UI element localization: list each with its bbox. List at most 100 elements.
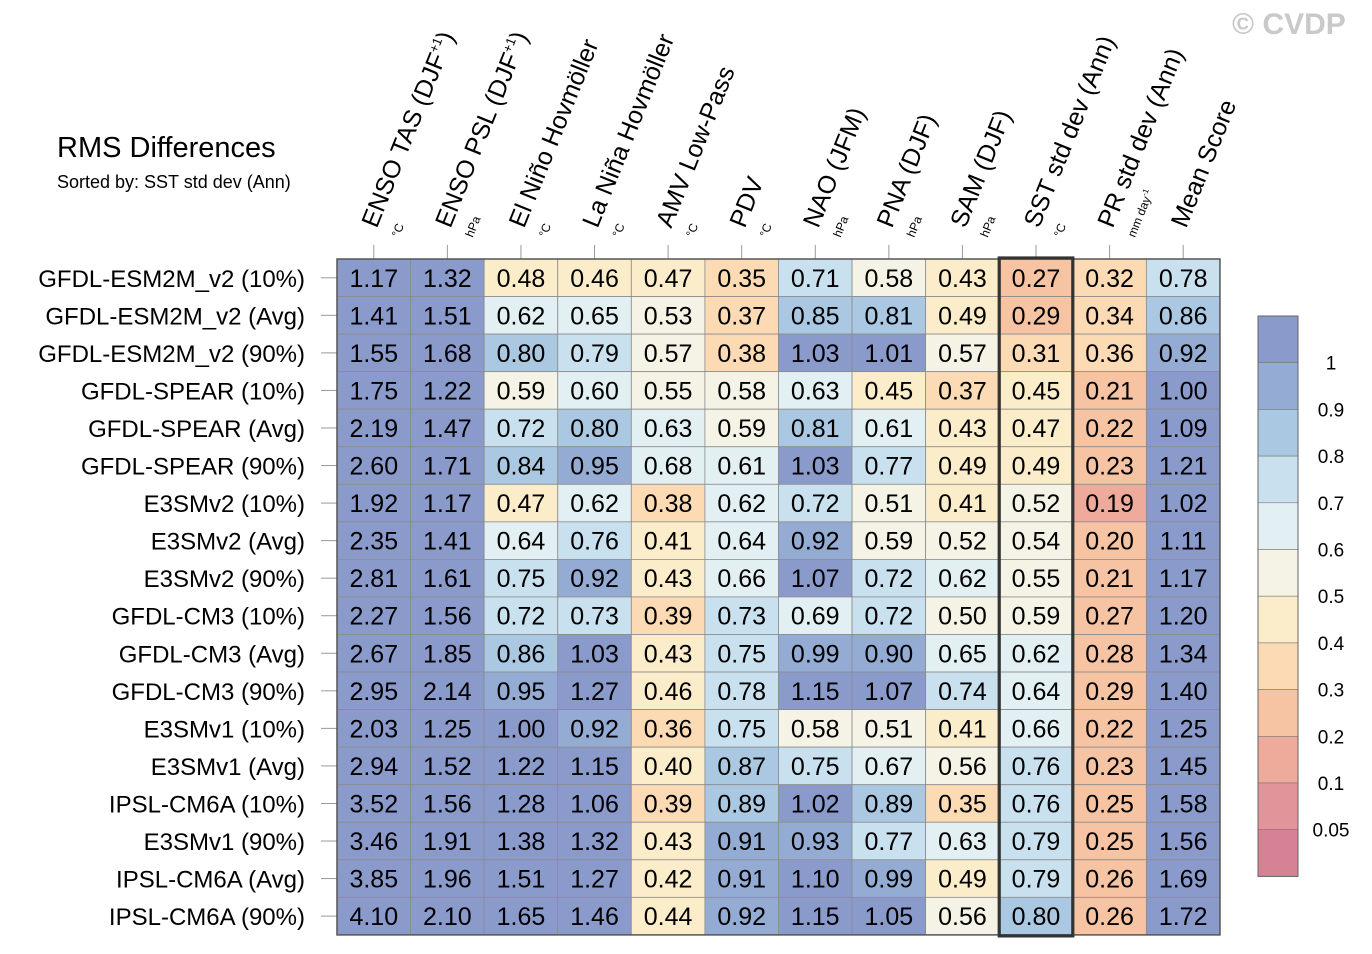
cell-value-label: 0.37: [938, 377, 987, 405]
cell-value-label: 0.72: [497, 415, 546, 443]
cell-value-label: 0.34: [1085, 302, 1134, 330]
heatmap-cell: [778, 296, 853, 335]
row-label: GFDL-CM3 (Avg): [119, 641, 305, 668]
row-label: GFDL-ESM2M_v2 (10%): [38, 266, 305, 293]
colorbar-swatch: [1257, 362, 1299, 410]
cell-value-label: 0.29: [1085, 678, 1134, 706]
svg-text:SAM (DJF): SAM (DJF): [945, 106, 1017, 231]
cell-value-label: 1.15: [791, 903, 840, 931]
cell-value-label: 1.25: [423, 715, 472, 743]
cell-value-label: 1.28: [497, 790, 546, 818]
heatmap-cell: [557, 634, 632, 673]
column-unit: °C: [610, 221, 628, 239]
cell-value-label: 1.17: [423, 490, 472, 518]
cell-value-label: 1.15: [570, 753, 619, 781]
cell-value-label: 0.46: [644, 678, 693, 706]
heatmap-cell: [778, 859, 853, 898]
cell-value-label: 0.32: [1085, 265, 1134, 293]
cell-value-label: 0.52: [1012, 490, 1061, 518]
cell-value-label: 0.92: [791, 528, 840, 556]
cell-value-label: 0.58: [791, 715, 840, 743]
column-unit: hPa: [830, 214, 851, 239]
heatmap-cell: [1145, 709, 1221, 748]
cell-value-label: 1.56: [423, 790, 472, 818]
cell-value-label: 0.63: [938, 828, 987, 856]
heatmap-cell: [1072, 521, 1147, 560]
heatmap-cell: [998, 821, 1074, 861]
cell-value-label: 0.75: [791, 753, 840, 781]
cell-value-label: 1.27: [570, 866, 619, 894]
cell-value-label: 0.62: [717, 490, 766, 518]
cell-value-label: 2.27: [349, 603, 398, 631]
cell-value-label: 0.65: [938, 640, 987, 668]
cell-value-label: 2.60: [349, 453, 398, 481]
cell-value-label: 0.27: [1085, 603, 1134, 631]
cell-value-label: 0.91: [717, 828, 766, 856]
heatmap-cell: [410, 559, 485, 598]
heatmap-cell: [1072, 483, 1147, 523]
heatmap-cell: [483, 521, 559, 560]
grid-border: [336, 258, 1221, 936]
cell-value-label: 0.26: [1085, 903, 1134, 931]
cell-value-label: 0.79: [1012, 866, 1061, 894]
cell-value-label: 0.23: [1085, 453, 1134, 481]
cell-value-label: 0.36: [644, 715, 693, 743]
colorbar-swatch: [1257, 315, 1299, 364]
heatmap-cell: [1145, 671, 1221, 710]
heatmap-cell: [1072, 371, 1147, 410]
cell-value-label: 0.93: [791, 828, 840, 856]
colorbar-swatch: [1257, 455, 1299, 504]
colorbar-tick-label: 0.6: [1318, 541, 1344, 562]
colorbar-swatch: [1257, 502, 1299, 550]
cell-value-label: 0.89: [717, 790, 766, 818]
cell-value-label: 0.74: [938, 678, 987, 706]
colorbar-tick-label: 0.3: [1318, 681, 1344, 702]
cell-value-label: 0.38: [717, 340, 766, 368]
heatmap-cell: [410, 596, 485, 635]
cell-value-label: 0.57: [938, 340, 987, 368]
cell-value-label: 0.79: [570, 340, 619, 368]
heatmap-cell: [630, 859, 706, 898]
cell-value-label: 1.46: [570, 903, 619, 931]
cell-value-label: 2.35: [349, 528, 398, 556]
cell-value-label: 1.32: [423, 265, 472, 293]
cell-value-label: 0.85: [791, 302, 840, 330]
cell-value-label: 1.56: [423, 603, 472, 631]
heatmap-cell: [1072, 333, 1147, 373]
heatmap-cell: [1145, 371, 1221, 410]
cell-value-label: 0.59: [865, 528, 914, 556]
heatmap-cell: [1072, 559, 1147, 598]
cell-value-label: 0.91: [717, 866, 766, 894]
cell-value-label: 0.26: [1085, 866, 1134, 894]
heatmap-cell: [998, 408, 1074, 448]
heatmap-cell: [483, 821, 559, 861]
cell-value-label: 0.73: [717, 603, 766, 631]
heatmap-cell: [410, 258, 485, 297]
cell-value-label: 2.14: [423, 678, 472, 706]
heatmap-cell: [851, 859, 927, 898]
cell-value-label: 0.92: [570, 715, 619, 743]
cell-value-label: 0.49: [1012, 453, 1061, 481]
heatmap-cell: [630, 596, 706, 635]
heatmap-cell: [1145, 784, 1221, 823]
heatmap-cell: [1145, 408, 1221, 448]
heatmap-cell: [778, 446, 853, 485]
cell-value-label: 2.10: [423, 903, 472, 931]
heatmap-cell: [925, 896, 1000, 936]
cell-value-label: 1.21: [1159, 453, 1208, 481]
cell-value-label: 0.57: [644, 340, 693, 368]
cell-value-label: 1.75: [349, 377, 398, 405]
heatmap-cell: [1145, 821, 1221, 861]
cell-value-label: 0.80: [570, 415, 619, 443]
cell-value-label: 0.25: [1085, 790, 1134, 818]
column-unit: hPa: [977, 214, 998, 239]
heatmap-cell: [998, 371, 1074, 410]
cell-value-label: 1.71: [423, 453, 472, 481]
colorbar-tick-label: 0.8: [1318, 447, 1344, 468]
heatmap-cell: [998, 709, 1074, 748]
cell-value-label: 0.75: [497, 565, 546, 593]
heatmap-cell: [336, 521, 411, 560]
cell-value-label: 0.58: [717, 377, 766, 405]
cell-value-label: 3.85: [349, 866, 398, 894]
cell-value-label: 0.19: [1085, 490, 1134, 518]
